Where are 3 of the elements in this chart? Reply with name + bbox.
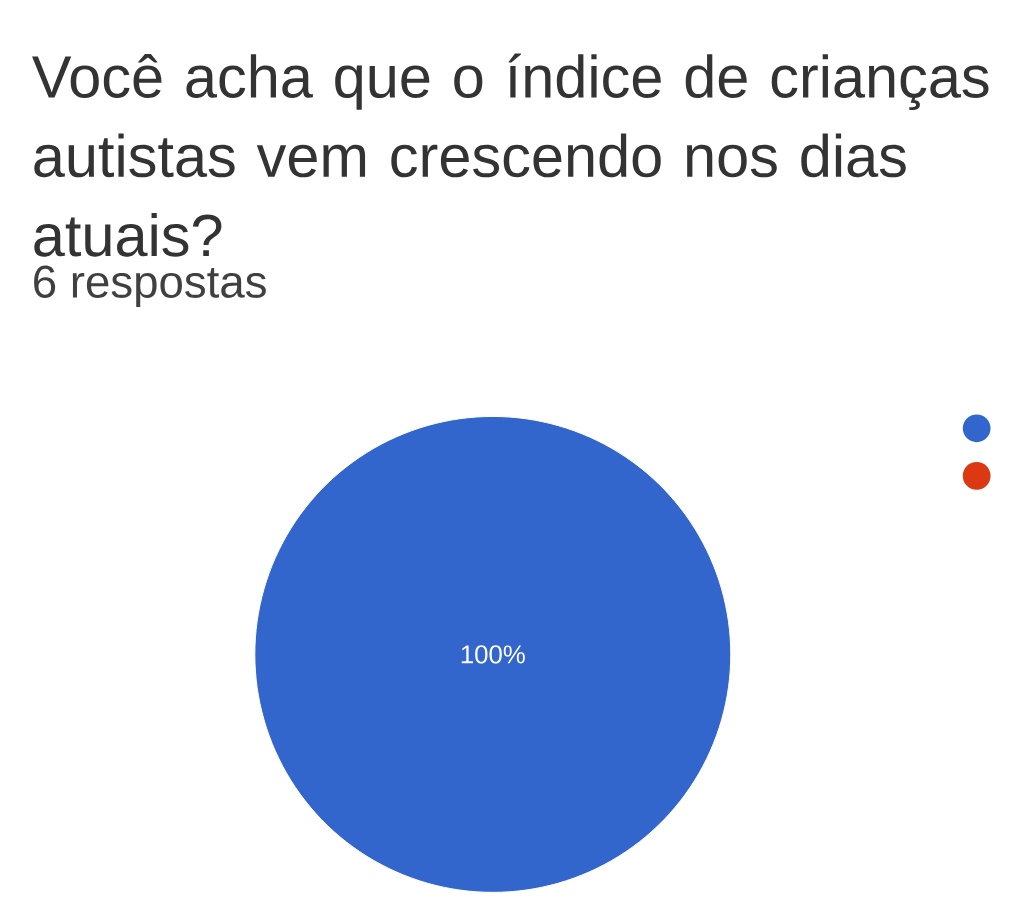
data-label: 100% <box>461 645 525 664</box>
chart-subtitle: 6 respostas <box>34 265 266 307</box>
chart-title: Você acha que o índice de crianças autistas vem crescendo nos dias atuais? <box>32 53 989 257</box>
